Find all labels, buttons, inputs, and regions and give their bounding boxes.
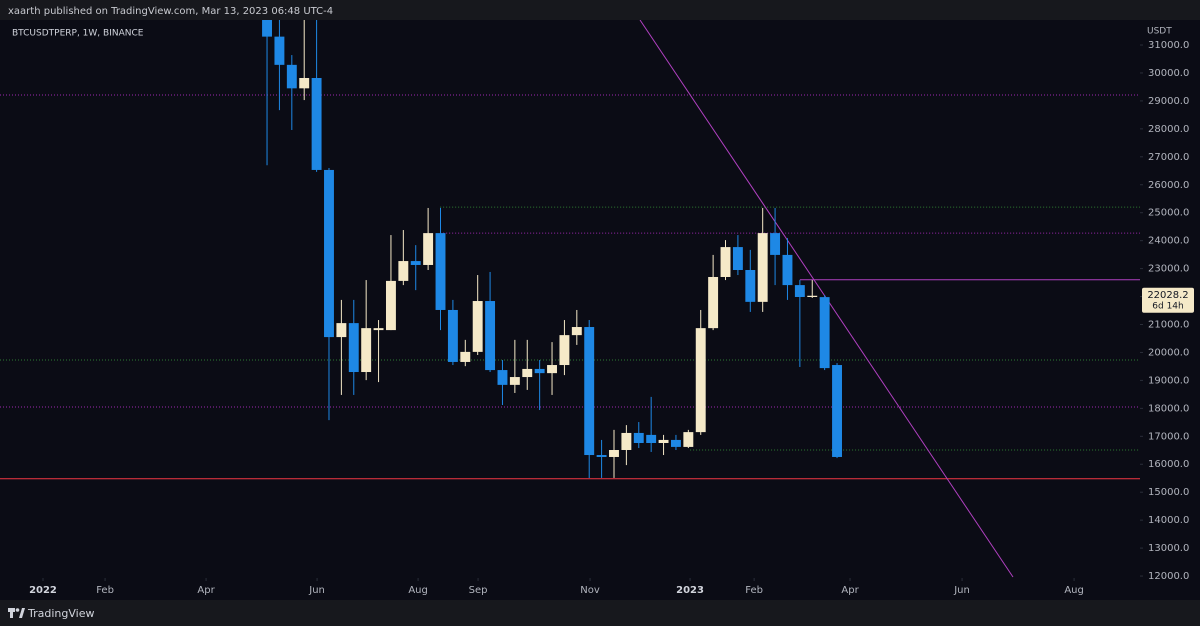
candle-body [509,377,520,385]
candle-body [695,328,706,433]
candle-body [410,261,421,265]
candle-body [571,327,582,336]
y-tick-label: 15000.0 [1148,487,1189,498]
countdown: 6d 14h [1152,301,1183,311]
candle-body [286,64,297,89]
y-tick-label: 31000.0 [1148,40,1189,51]
candle-body [633,432,644,444]
candle-body [720,247,731,277]
x-tick-label: Sep [469,585,488,596]
x-tick-label: Nov [580,585,600,596]
candle-body [547,365,557,374]
candle-body [621,432,632,450]
candle-body [584,327,595,456]
y-tick-label: 19000.0 [1148,375,1189,386]
x-tick-label: Feb [96,585,114,596]
candle-body [794,285,805,298]
candle-body [262,20,272,37]
candle-body [485,301,496,371]
candle-body [708,276,719,329]
candle-body [609,449,619,457]
y-tick-label: 24000.0 [1148,236,1189,247]
candle-body [832,365,842,457]
x-tick-label: Apr [841,585,859,596]
candle-body [336,323,347,338]
y-tick-label: 30000.0 [1148,68,1189,79]
symbol-title: BTCUSDTPERP, 1W, BINANCE [12,29,144,39]
candle-body [658,439,669,444]
candle-body [646,434,657,444]
candle-body [361,328,372,373]
header-text: xaarth published on TradingView.com, Mar… [8,6,333,17]
y-tick-label: 27000.0 [1148,152,1189,163]
y-tick-label: 17000.0 [1148,431,1189,442]
y-tick-label: 28000.0 [1148,124,1189,135]
candle-body [348,323,359,373]
candle-body [770,233,781,255]
x-tick-label: Jun [308,585,325,596]
y-tick-label: 14000.0 [1148,515,1189,526]
y-tick-label: 26000.0 [1148,180,1189,191]
candle-body [472,301,483,352]
footer-brand: TradingView [27,607,94,620]
candle-body [819,297,830,369]
candle-body [683,432,694,447]
candle-body [559,335,570,366]
footer-band [0,600,1200,626]
y-tick-label: 25000.0 [1148,208,1189,219]
candle-body [311,77,322,170]
candle-body [373,328,384,331]
candle-body [435,233,446,310]
x-tick-label: 2023 [676,585,704,596]
x-tick-label: Aug [408,585,428,596]
y-tick-label: 18000.0 [1148,403,1189,414]
candle-body [732,247,743,271]
candle-body [670,439,681,447]
candle-body [385,280,396,331]
x-tick-label: Aug [1064,585,1084,596]
x-tick-label: Feb [745,585,763,596]
header-band [0,0,1200,20]
y-tick-label: 16000.0 [1148,459,1189,470]
y-tick-label: 13000.0 [1148,543,1189,554]
candle-body [757,233,768,302]
candle-body [534,368,545,374]
x-tick-label: Jun [953,585,970,596]
candle-body [782,254,793,286]
x-tick-label: 2022 [29,585,57,596]
y-tick-label: 21000.0 [1148,320,1189,331]
candle-body [745,270,756,302]
candle-body [522,368,533,378]
candle-body [398,261,409,281]
y-tick-label: 29000.0 [1148,96,1189,107]
axis-unit: USDT [1147,27,1172,37]
candle-body [447,309,458,362]
logo [8,608,25,618]
price-tag [1142,287,1194,313]
candle-body [299,77,310,89]
y-tick-label: 23000.0 [1148,264,1189,275]
y-tick-label: 20000.0 [1148,347,1189,358]
candle-body [497,370,508,385]
y-tick-label: 12000.0 [1148,571,1189,582]
price-tag-label: 22028.2 [1147,290,1188,301]
candle-body [423,233,434,265]
plot [0,20,1140,578]
candle-body [596,455,607,457]
candle-body [460,351,471,362]
candle-body [274,36,285,65]
candle-body [807,295,818,298]
candle-body [324,169,334,338]
x-tick-label: Apr [197,585,215,596]
